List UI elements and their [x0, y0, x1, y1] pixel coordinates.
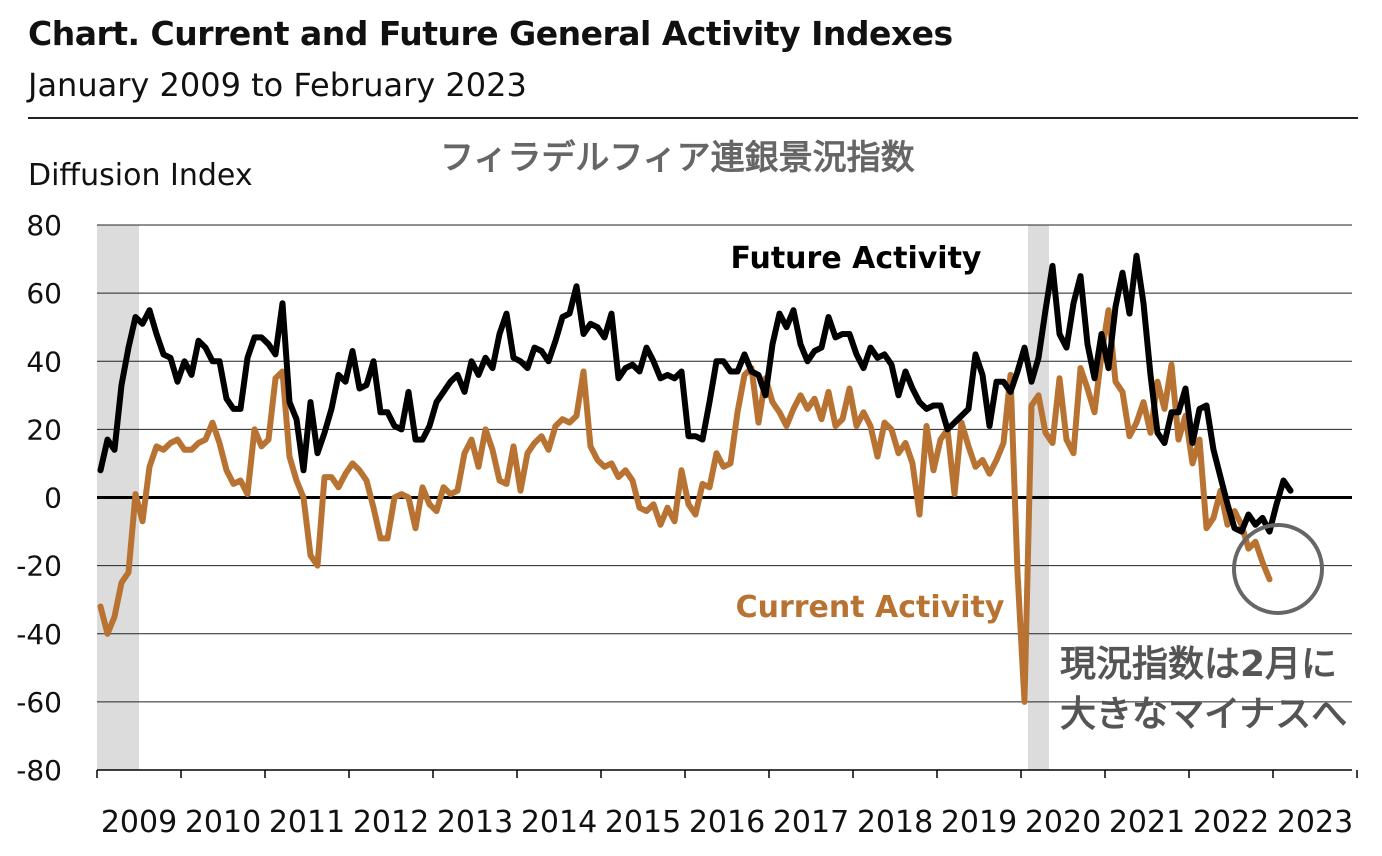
series-lines — [97, 252, 1294, 705]
y-tick-label: 60 — [26, 277, 62, 310]
y-tick-label: 0 — [44, 482, 62, 515]
chart-subtitle: January 2009 to February 2023 — [28, 66, 527, 104]
x-tick-label: 2009 — [101, 805, 177, 840]
future-activity-label: Future Activity — [730, 241, 981, 276]
y-tick-labels: 80 60 40 20 0 -20 -40 -60 -80 — [16, 209, 62, 787]
annotation-line-1: 現況指数は2月に — [1060, 644, 1338, 685]
highlight-circle — [1232, 523, 1324, 615]
annotation-line-2: 大きなマイナスへ — [1060, 694, 1348, 735]
x-tick-label: 2011 — [269, 805, 345, 840]
japanese-title: フィラデルフィア連銀景況指数 — [440, 138, 915, 178]
y-tick-label: 40 — [26, 345, 62, 378]
title-rule — [28, 117, 1358, 119]
x-tick-label: 2015 — [605, 805, 681, 840]
y-tick-label: -80 — [16, 754, 62, 787]
x-tick-label: 2019 — [941, 805, 1017, 840]
chart-title: Chart. Current and Future General Activi… — [28, 14, 953, 53]
x-tick-label: 2013 — [437, 805, 513, 840]
y-tick-label: -40 — [16, 618, 62, 651]
y-tick-label: -60 — [16, 686, 62, 719]
y-tick-label: 80 — [26, 209, 62, 242]
future-activity-line — [97, 252, 1294, 535]
current-activity-line — [97, 307, 1273, 705]
x-tick-label: 2018 — [857, 805, 933, 840]
y-tick-label: -20 — [16, 550, 62, 583]
x-tick-label: 2014 — [521, 805, 597, 840]
x-axis: 2009 2010 2011 2012 2013 2014 2015 2016 2017 2018… — [96, 769, 1358, 840]
x-tick-label: 2016 — [689, 805, 765, 840]
x-tick-label: 2017 — [773, 805, 849, 840]
x-tick-label: 2010 — [185, 805, 261, 840]
x-tick-label: 2020 — [1025, 805, 1101, 840]
x-tick-label: 2021 — [1109, 805, 1185, 840]
x-tick-label: 2012 — [353, 805, 429, 840]
y-axis-label: Diffusion Index — [28, 158, 253, 193]
x-tick-label: 2022 — [1193, 805, 1269, 840]
series-labels: Future Activity Current Activity — [730, 241, 1004, 625]
y-tick-label: 20 — [26, 413, 62, 446]
annotation: 現況指数は2月に 大きなマイナスへ — [1060, 640, 1347, 740]
current-activity-label: Current Activity — [736, 590, 1005, 625]
x-tick-label: 2023 — [1277, 805, 1353, 840]
